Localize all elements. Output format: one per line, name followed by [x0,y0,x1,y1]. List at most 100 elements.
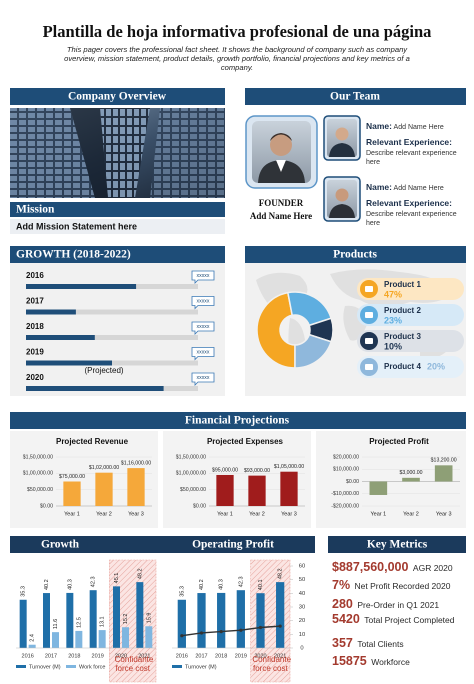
callout-box [191,270,215,284]
y-tick-label: 40 [299,591,305,597]
mission-statement: Add Mission Statement here [16,221,137,231]
x-tick-label: Year 1 [64,511,80,517]
x-tick-label: 2016 [176,653,188,659]
key-metric: 280 Pre-Order in Q1 2021 [332,598,466,611]
legend-label: Product 4 [384,362,421,371]
value-label: 48.2 [278,568,284,579]
value-label: 40.2 [44,579,50,590]
member-card: Name: Add Name Here Relevant Experience:… [366,122,466,167]
y-tick-label: $1,00,000.00 [176,471,206,477]
legend-row [357,278,464,300]
x-tick-label: 2020 [115,653,127,659]
year-label: 2019 [26,348,44,357]
bar [217,592,226,648]
section-bar [245,246,466,263]
bar [95,472,113,506]
value-label: 40.2 [199,579,205,590]
value-label: 48.2 [137,568,143,579]
founder-photo [245,115,318,189]
chart-title: Projected Revenue [56,437,129,446]
value-label: $93,000.00 [244,468,270,474]
trend-point [278,624,282,628]
progress-bar [26,335,95,340]
section-title: Growth [41,539,80,551]
x-tick-label: Year 3 [436,511,452,517]
value-label: 35.3 [21,586,27,597]
founder-role: FOUNDER [258,198,304,208]
bar [369,481,388,495]
progress-bar [26,360,112,366]
progress-bar [26,309,76,315]
metric-label: Net Profit Recorded 2020 [354,581,451,591]
section-title: Mission [16,204,55,216]
metric-value: 280 [332,597,353,611]
y-tick-label: 10 [299,632,305,638]
pie-slice [256,291,296,369]
progress-track [26,309,198,315]
bar [256,593,265,648]
metric-label: Workforce [371,657,410,667]
y-tick-label: $0.00 [193,503,206,509]
value-label: $1,05,000.00 [274,464,304,470]
value-label: 40.1 [258,579,264,590]
legend-label: Turnover (M) [29,664,61,670]
bar [66,592,74,648]
y-tick-label: -$20,000.00 [331,503,359,509]
member-name-row: Name: Add Name Here [366,122,466,132]
callout-text: xxxxx [197,350,210,356]
section-title: Key Metrics [367,539,428,551]
metric-value: 5420 [332,612,360,626]
value-label: 35.3 [179,586,185,597]
legend-swatch [172,665,182,668]
value-label: 42.3 [238,576,244,587]
bar [63,481,81,506]
bar [248,475,266,506]
legend-label: Product 2 [384,306,421,315]
key-metric: $887,560,000 AGR 2020 [332,561,466,574]
y-tick-label: $1,50,000.00 [23,454,53,460]
legend-swatch [16,665,26,668]
member-name-row: Name: Add Name Here [366,183,466,193]
value-label: $3,000.00 [399,470,422,476]
x-tick-label: Year 2 [96,511,112,517]
year-label: 2020 [26,373,44,382]
value-label: 40.3 [219,579,225,590]
metric-label: Total Project Completed [364,615,455,625]
section-bar [328,536,466,553]
legend-value: 10% [384,341,402,351]
x-tick-label: 2019 [235,653,247,659]
value-label: $13,200.00 [431,458,457,464]
member-name: Add Name Here [393,185,444,192]
y-tick-label: $50,000.00 [27,487,53,493]
bar [434,465,453,482]
y-tick-label: -$10,000.00 [331,491,359,497]
section-bar [10,202,225,217]
x-tick-label: 2017 [195,653,207,659]
bar [197,593,206,648]
section-bar [10,246,225,263]
trend-point [199,631,204,635]
bar [276,582,285,648]
confidential-note: Confidante force cost [114,655,154,673]
y-tick-label: 0 [300,646,303,652]
trend-point [258,625,263,630]
name-label: Name: [366,121,392,131]
bar [236,590,245,648]
experience-row: Relevant Experience: [366,132,466,150]
section-title: Products [333,249,377,261]
x-tick-label: 2019 [92,653,104,659]
member-name: Add Name Here [393,124,444,131]
trend-point [219,630,223,634]
bar [113,586,120,648]
experience-label: Relevant Experience: [366,198,452,208]
y-tick-label: 50 [299,577,305,583]
bar [136,582,144,648]
section-title: Financial Projections [185,415,290,427]
page-subtitle: This pager covers the professional fact … [64,45,410,72]
bar [402,477,420,482]
projected-note: (Projected) [84,366,124,375]
x-tick-label: Year 1 [217,511,233,517]
bar [122,627,129,648]
